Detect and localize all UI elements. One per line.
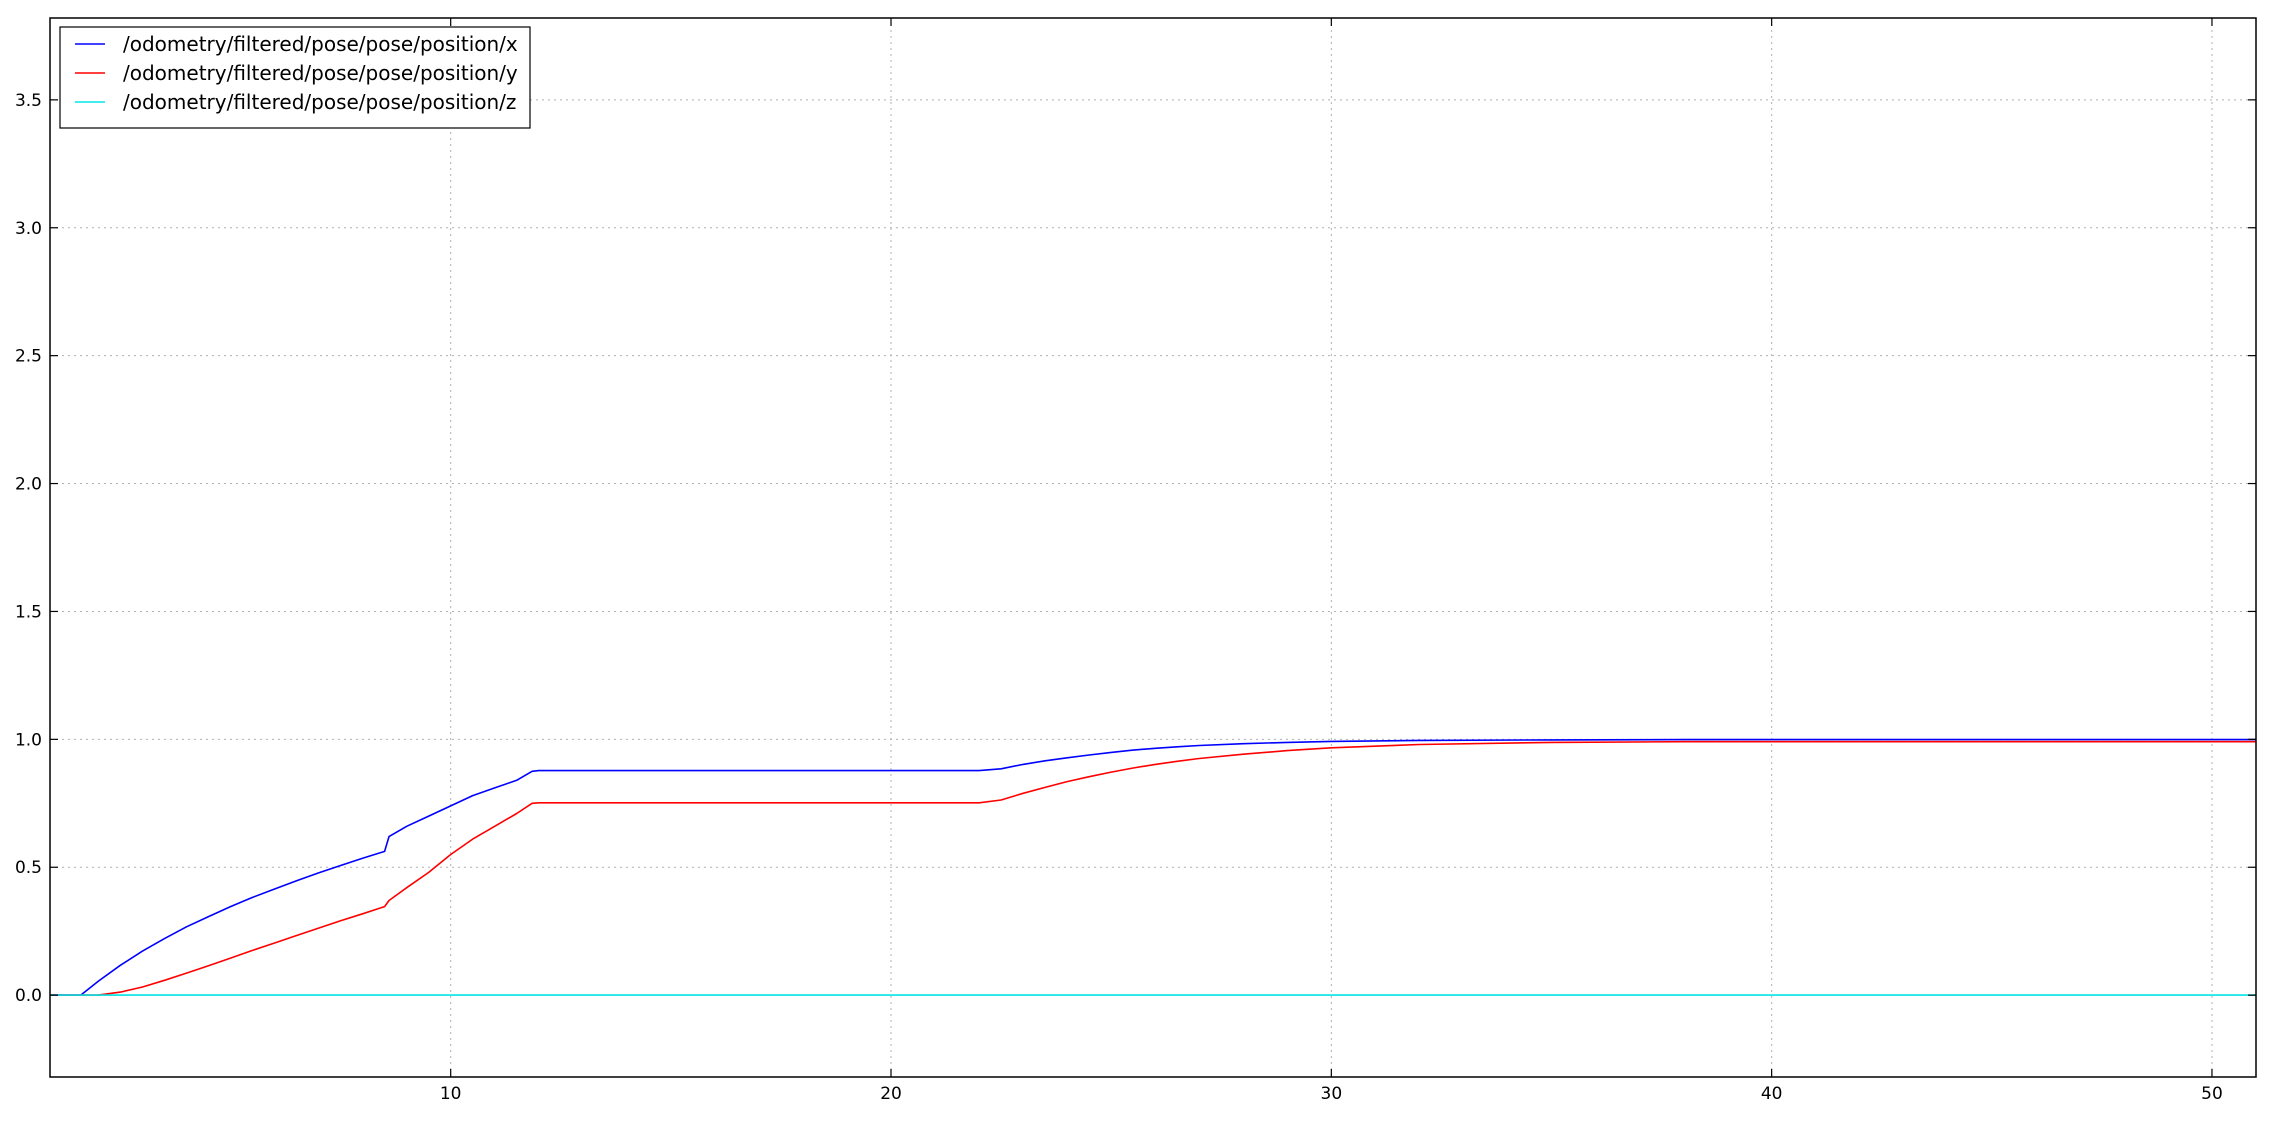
axes-frame [49, 17, 2257, 1078]
x-tick-label: 50 [2201, 1084, 2223, 1104]
legend: /odometry/filtered/pose/pose/position/x /… [59, 26, 531, 129]
legend-label: /odometry/filtered/pose/pose/position/y [123, 61, 518, 85]
x-tick-label: 20 [880, 1084, 902, 1104]
legend-label: /odometry/filtered/pose/pose/position/z [123, 90, 516, 114]
y-tick-label: 1.5 [15, 602, 42, 622]
x-tick-label: 30 [1321, 1084, 1343, 1104]
series-line-x [50, 738, 2256, 996]
series-line-y [50, 740, 2256, 996]
y-tick-label: 3.5 [15, 91, 42, 111]
legend-box [59, 26, 531, 129]
axes-layer [49, 17, 2257, 1078]
x-tick-label: 40 [1761, 1084, 1783, 1104]
y-tick-label: 0.5 [15, 858, 42, 878]
x-tick-label: 10 [440, 1084, 462, 1104]
y-tick-label: 1.0 [15, 730, 42, 750]
legend-label: /odometry/filtered/pose/pose/position/x [123, 32, 518, 56]
y-tick-label: 0.0 [15, 986, 42, 1006]
ticks-layer: 10 20 30 40 50 0.0 0.5 1.0 1.5 2.0 2.5 3.0 3.5 [15, 18, 2256, 1104]
y-tick-label: 2.5 [15, 347, 42, 367]
y-tick-label: 2.0 [15, 475, 42, 495]
y-tick-label: 3.0 [15, 219, 42, 239]
series-layer [50, 738, 2256, 996]
